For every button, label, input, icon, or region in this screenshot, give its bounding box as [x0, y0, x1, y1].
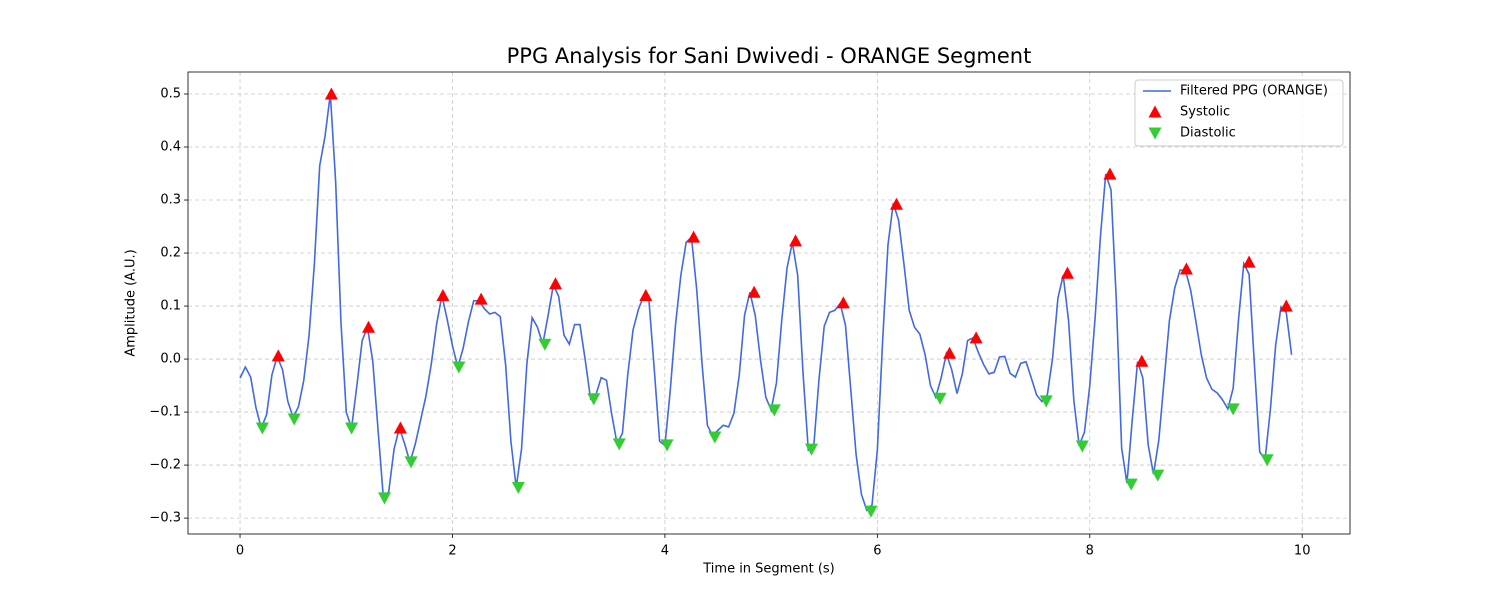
- peak-marker: [271, 349, 285, 362]
- x-tick-label: 2: [448, 544, 456, 559]
- plot-frame: [187, 71, 1351, 535]
- x-axis-label: Time in Segment (s): [702, 562, 834, 577]
- x-tick-label: 4: [661, 544, 669, 559]
- peak-marker: [377, 492, 391, 505]
- peak-marker: [436, 288, 450, 301]
- peak-marker: [1226, 403, 1240, 416]
- peak-marker: [747, 285, 761, 298]
- peak-marker: [708, 431, 722, 444]
- legend-label: Diastolic: [1180, 126, 1236, 141]
- peak-marker: [1179, 262, 1193, 275]
- peak-marker: [549, 277, 563, 290]
- peak-marker: [287, 413, 301, 426]
- peak-marker: [612, 438, 626, 451]
- y-tick-label: 0.2: [160, 246, 181, 261]
- peak-marker: [511, 481, 525, 494]
- y-tick-label: 0.1: [160, 299, 181, 314]
- legend-box: [1134, 79, 1344, 147]
- peak-marker: [687, 230, 701, 243]
- y-tick-label: −0.1: [149, 405, 181, 420]
- peak-marker: [1260, 454, 1274, 467]
- peak-marker: [1060, 266, 1074, 279]
- y-tick-label: 0.3: [160, 193, 181, 208]
- peak-marker: [1135, 354, 1149, 367]
- y-tick-label: 0.0: [160, 352, 181, 367]
- peak-marker: [767, 404, 781, 417]
- peak-marker: [864, 505, 878, 518]
- peak-marker: [789, 234, 803, 247]
- peak-marker: [324, 87, 338, 100]
- peak-marker: [452, 361, 466, 374]
- peak-marker: [660, 439, 674, 452]
- peak-marker: [587, 393, 601, 406]
- peak-marker: [1242, 255, 1256, 268]
- peak-marker: [933, 392, 947, 405]
- peak-marker: [474, 292, 488, 305]
- peak-marker: [1103, 167, 1117, 180]
- peak-marker: [362, 320, 376, 333]
- legend-swatch: [1148, 127, 1162, 140]
- peak-marker: [639, 288, 653, 301]
- ppg-line: [239, 93, 1293, 512]
- peak-marker: [943, 346, 957, 359]
- peak-marker: [1124, 478, 1138, 491]
- peak-marker: [836, 296, 850, 309]
- y-tick-label: −0.2: [149, 458, 181, 473]
- peak-marker: [804, 443, 818, 456]
- peak-marker: [1151, 469, 1165, 482]
- peak-marker: [1075, 440, 1089, 453]
- peak-marker: [889, 197, 903, 210]
- peak-marker: [1039, 395, 1053, 408]
- legend-label: Systolic: [1180, 105, 1230, 120]
- peak-marker: [538, 338, 552, 351]
- peak-marker: [969, 331, 983, 344]
- x-tick-label: 8: [1086, 544, 1094, 559]
- peak-marker: [1279, 299, 1293, 312]
- y-tick-label: 0.5: [160, 87, 181, 102]
- x-tick-label: 0: [236, 544, 244, 559]
- x-tick-label: 6: [873, 544, 881, 559]
- y-axis-label: Amplitude (A.U.): [124, 249, 139, 356]
- peak-marker: [404, 456, 418, 469]
- x-tick-label: 10: [1294, 544, 1311, 559]
- peak-marker: [393, 421, 407, 434]
- peak-marker: [345, 422, 359, 435]
- legend-label: Filtered PPG (ORANGE): [1180, 84, 1328, 99]
- y-tick-label: −0.3: [149, 511, 181, 526]
- y-tick-label: 0.4: [160, 140, 181, 155]
- legend-swatch: [1148, 105, 1162, 118]
- peak-marker: [255, 422, 269, 435]
- chart-title: PPG Analysis for Sani Dwivedi - ORANGE S…: [507, 44, 1032, 68]
